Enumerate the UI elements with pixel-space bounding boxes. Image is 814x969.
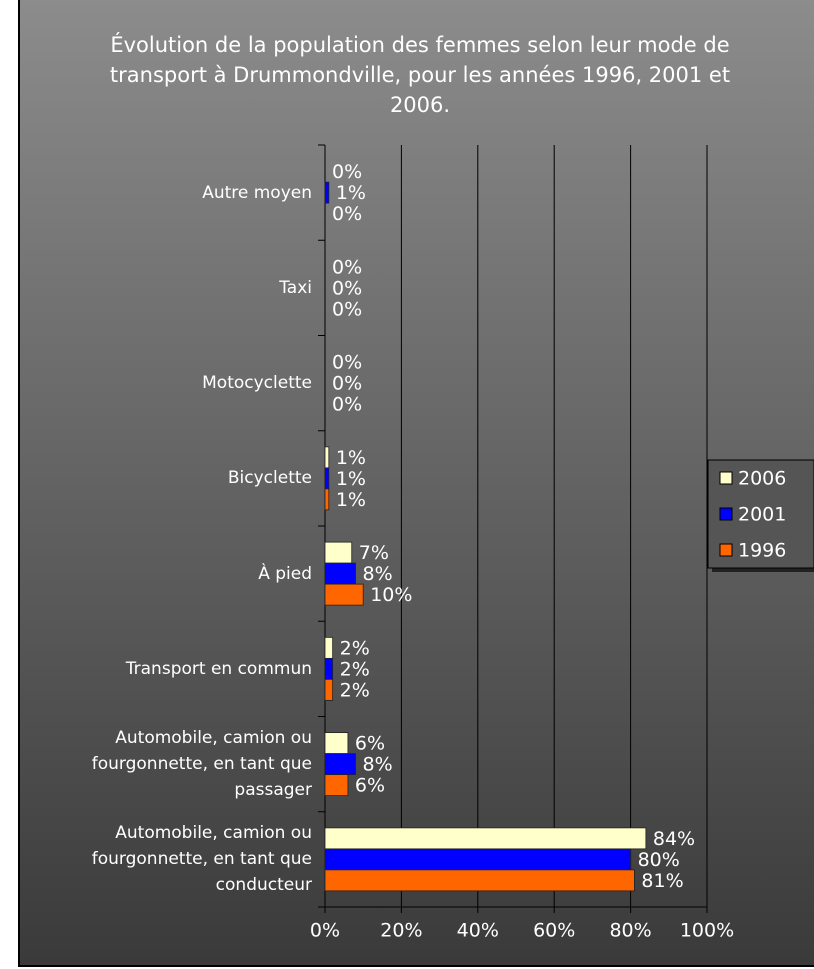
x-tick-label: 0%: [310, 920, 340, 942]
y-tick-label: Automobile, camion ou fourgonnette, en t…: [91, 728, 312, 801]
data-label: 1%: [336, 489, 366, 511]
data-label: 0%: [332, 373, 362, 395]
legend-swatch: [719, 543, 733, 557]
x-tick-label: 80%: [609, 920, 651, 942]
legend-swatch: [719, 507, 733, 521]
bar: [324, 827, 647, 850]
chart-title: Évolution de la population des femmes se…: [109, 33, 731, 117]
legend-swatch: [719, 471, 733, 485]
data-label: 7%: [359, 542, 389, 564]
data-label: 8%: [363, 754, 393, 776]
x-tick-label: 40%: [457, 920, 499, 942]
data-label: 6%: [355, 733, 385, 755]
bar: [324, 657, 334, 680]
bar: [324, 636, 334, 659]
data-label: 1%: [336, 468, 366, 490]
y-tick-label: Transport en commun: [125, 658, 312, 679]
y-tick-label: À pied: [258, 563, 312, 584]
data-label: 0%: [332, 277, 362, 299]
bar: [324, 541, 353, 564]
bar: [324, 583, 364, 606]
data-label: 84%: [653, 828, 695, 850]
bar: [324, 848, 632, 871]
data-label: 6%: [355, 775, 385, 797]
data-label: 81%: [641, 870, 683, 892]
data-label: 0%: [332, 298, 362, 320]
data-label: 0%: [332, 203, 362, 225]
data-label: 1%: [336, 447, 366, 469]
legend-label: 2006: [738, 468, 786, 490]
x-tick-label: 60%: [533, 920, 575, 942]
y-tick-label: Taxi: [279, 277, 312, 298]
bar: [324, 467, 330, 490]
bar: [324, 869, 635, 892]
data-label: 0%: [332, 394, 362, 416]
data-label: 2%: [340, 658, 370, 680]
data-label: 0%: [332, 161, 362, 183]
y-tick-label: Automobile, camion ou fourgonnette, en t…: [91, 823, 312, 896]
data-label: 10%: [370, 584, 412, 606]
x-tick-label: 20%: [380, 920, 422, 942]
data-label: 2%: [340, 679, 370, 701]
bar: [324, 562, 356, 585]
y-tick-label: Bicyclette: [227, 468, 312, 489]
x-tick-label: 100%: [680, 920, 734, 942]
y-tick-label: Motocyclette: [202, 373, 312, 394]
chart-background: [18, 0, 814, 967]
data-label: 80%: [638, 849, 680, 871]
legend-label: 1996: [738, 540, 786, 562]
y-tick-label: Autre moyen: [202, 182, 312, 203]
legend-label: 2001: [738, 504, 786, 526]
data-label: 1%: [336, 182, 366, 204]
data-label: 8%: [363, 563, 393, 585]
bar: [324, 678, 334, 701]
data-label: 2%: [340, 637, 370, 659]
bar: [324, 753, 356, 776]
bar: [324, 774, 349, 797]
data-label: 0%: [332, 352, 362, 374]
bar: [324, 446, 330, 469]
bar: [324, 488, 330, 511]
data-label: 0%: [332, 256, 362, 278]
bar: [324, 181, 330, 204]
bar: [324, 732, 349, 755]
